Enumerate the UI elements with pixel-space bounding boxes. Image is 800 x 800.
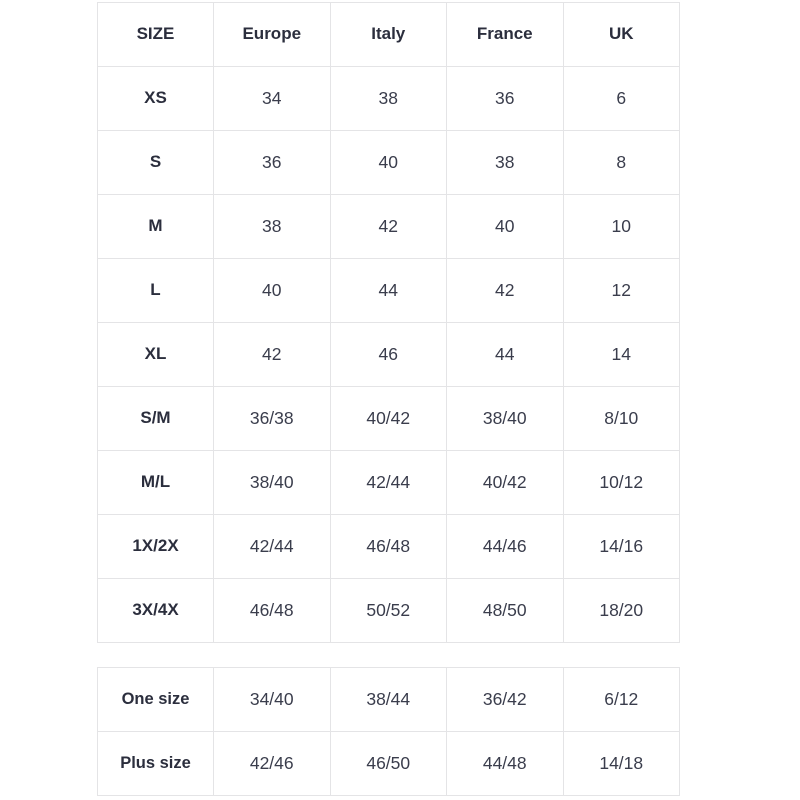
cell-uk: 6 [562,66,680,131]
cell-france: 44 [446,322,564,387]
cell-uk: 6/12 [562,667,680,732]
column-header-europe: Europe [213,2,331,67]
cell-france: 44/46 [446,514,564,579]
cell-italy: 38 [329,66,447,131]
cell-uk: 8 [562,130,680,195]
row-label: 3X/4X [97,578,214,643]
cell-italy: 42 [329,194,447,259]
cell-europe: 36/38 [213,386,331,451]
cell-italy: 40/42 [329,386,447,451]
cell-italy: 40 [329,130,447,195]
table-row: One size 34/40 38/44 36/42 6/12 [97,667,680,732]
cell-europe: 46/48 [213,578,331,643]
cell-europe: 34/40 [213,667,331,732]
cell-europe: 42 [213,322,331,387]
cell-europe: 42/44 [213,514,331,579]
cell-europe: 38/40 [213,450,331,515]
cell-uk: 14/16 [562,514,680,579]
cell-france: 36/42 [446,667,564,732]
column-header-italy: Italy [329,2,447,67]
cell-france: 44/48 [446,731,564,796]
cell-europe: 40 [213,258,331,323]
row-label: L [97,258,214,323]
table-row: XL 42 46 44 14 [97,322,680,387]
table-row: S/M 36/38 40/42 38/40 8/10 [97,386,680,451]
row-label: 1X/2X [97,514,214,579]
cell-italy: 44 [329,258,447,323]
row-label: S/M [97,386,214,451]
cell-uk: 14 [562,322,680,387]
table-row: 3X/4X 46/48 50/52 48/50 18/20 [97,578,680,643]
cell-italy: 46/50 [329,731,447,796]
table-row: XS 34 38 36 6 [97,66,680,131]
table-header-row: SIZE Europe Italy France UK [97,2,680,67]
row-label-plus-size: Plus size [97,731,214,796]
cell-europe: 36 [213,130,331,195]
cell-italy: 42/44 [329,450,447,515]
table-body: XS 34 38 36 6 S 36 40 38 8 M 38 42 [97,66,680,643]
size-conversion-table: SIZE Europe Italy France UK XS 34 38 36 … [97,2,680,643]
cell-italy: 46 [329,322,447,387]
table-header: SIZE Europe Italy France UK [97,2,680,67]
cell-france: 42 [446,258,564,323]
cell-france: 38 [446,130,564,195]
table-row: L 40 44 42 12 [97,258,680,323]
cell-uk: 10/12 [562,450,680,515]
cell-italy: 46/48 [329,514,447,579]
one-size-conversion-table-container: One size 34/40 38/44 36/42 6/12 Plus siz… [97,667,680,796]
one-size-conversion-table: One size 34/40 38/44 36/42 6/12 Plus siz… [97,667,680,796]
column-header-france: France [446,2,564,67]
table-row: S 36 40 38 8 [97,130,680,195]
cell-france: 38/40 [446,386,564,451]
row-label-one-size: One size [97,667,214,732]
cell-europe: 42/46 [213,731,331,796]
row-label: S [97,130,214,195]
cell-france: 36 [446,66,564,131]
row-label: M [97,194,214,259]
column-header-uk: UK [562,2,680,67]
cell-europe: 34 [213,66,331,131]
cell-italy: 38/44 [329,667,447,732]
row-label: M/L [97,450,214,515]
size-conversion-table-container: SIZE Europe Italy France UK XS 34 38 36 … [97,2,680,643]
cell-uk: 8/10 [562,386,680,451]
cell-uk: 18/20 [562,578,680,643]
cell-uk: 10 [562,194,680,259]
column-header-size: SIZE [97,2,214,67]
cell-italy: 50/52 [329,578,447,643]
table-body: One size 34/40 38/44 36/42 6/12 Plus siz… [97,667,680,796]
row-label: XS [97,66,214,131]
cell-europe: 38 [213,194,331,259]
cell-uk: 14/18 [562,731,680,796]
cell-france: 40/42 [446,450,564,515]
cell-uk: 12 [562,258,680,323]
cell-france: 48/50 [446,578,564,643]
table-row: M/L 38/40 42/44 40/42 10/12 [97,450,680,515]
row-label: XL [97,322,214,387]
table-row: M 38 42 40 10 [97,194,680,259]
table-row: Plus size 42/46 46/50 44/48 14/18 [97,731,680,796]
table-row: 1X/2X 42/44 46/48 44/46 14/16 [97,514,680,579]
cell-france: 40 [446,194,564,259]
